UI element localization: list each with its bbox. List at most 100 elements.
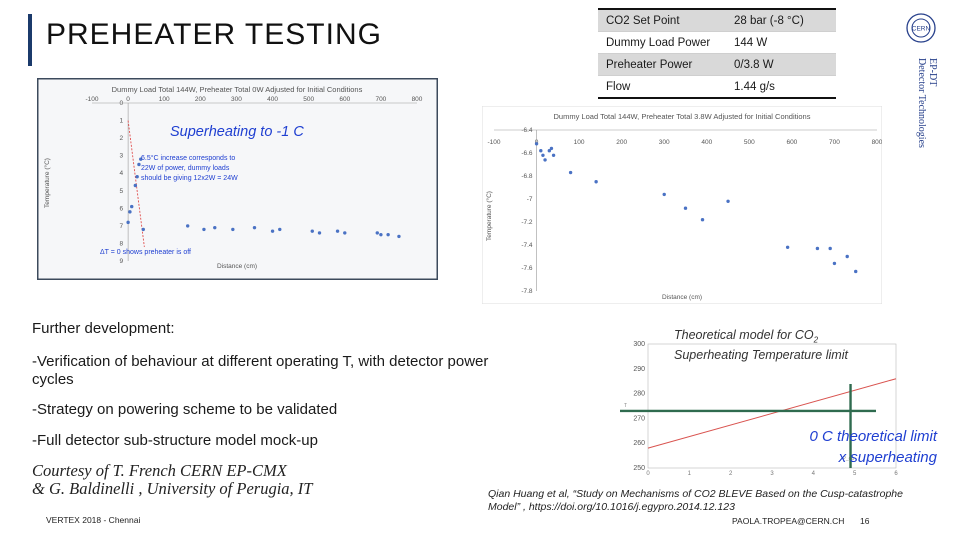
x-tick-label: 100 bbox=[574, 139, 585, 146]
data-point bbox=[594, 180, 598, 184]
y-tick-label: 290 bbox=[633, 366, 645, 373]
table-row: Flow 1.44 g/s bbox=[598, 75, 836, 99]
courtesy-line-1: Courtesy of T. French CERN EP-CMX bbox=[32, 461, 287, 480]
x-tick-label: -100 bbox=[487, 139, 500, 146]
x-tick-label: 2 bbox=[729, 471, 733, 477]
cern-logo-icon: CERN bbox=[906, 13, 936, 43]
data-point bbox=[549, 146, 554, 151]
y-tick-label: 300 bbox=[633, 341, 645, 348]
x-tick-label: 5 bbox=[853, 471, 857, 477]
y-tick-label: 7 bbox=[119, 223, 123, 230]
y-tick-label: 0 bbox=[119, 100, 123, 107]
param-key: Preheater Power bbox=[598, 53, 726, 76]
x-axis-label: P_dp bbox=[843, 456, 855, 462]
footer-email: PAOLA.TROPEA@CERN.CH bbox=[732, 516, 845, 526]
zero-limit-line-1: 0 C theoretical limit bbox=[809, 428, 937, 445]
data-point bbox=[785, 245, 790, 249]
y-tick-label: -7 bbox=[527, 196, 533, 203]
theoretical-title: Theoretical model for CO bbox=[674, 328, 814, 342]
table-row: CO2 Set Point 28 bar (-8 °C) bbox=[598, 8, 836, 32]
param-value: 1.44 g/s bbox=[726, 75, 836, 99]
param-value: 144 W bbox=[726, 31, 836, 54]
data-point bbox=[551, 153, 556, 157]
x-tick-label: 700 bbox=[829, 139, 840, 146]
data-point bbox=[141, 227, 145, 232]
data-point bbox=[278, 227, 282, 232]
data-point bbox=[135, 175, 139, 179]
theoretical-line-2: Superheating Temperature limit bbox=[674, 347, 848, 362]
data-point bbox=[815, 246, 820, 251]
page-number: 16 bbox=[860, 516, 870, 526]
x-tick-label: 1 bbox=[688, 471, 692, 477]
y-tick-label: -7.2 bbox=[521, 219, 533, 226]
y-axis-label: Temperature (°C) bbox=[43, 158, 51, 208]
data-point bbox=[726, 199, 730, 203]
y-axis-label: T bbox=[624, 403, 627, 409]
x-tick-label: 500 bbox=[744, 139, 755, 146]
y-tick-label: -6.8 bbox=[521, 173, 533, 180]
data-point bbox=[386, 232, 390, 237]
y-tick-label: 250 bbox=[633, 465, 645, 472]
data-point bbox=[130, 204, 134, 209]
data-point bbox=[662, 192, 666, 197]
x-tick-label: 800 bbox=[872, 139, 882, 146]
table-row: Preheater Power 0/3.8 W bbox=[598, 53, 836, 76]
zero-limit-line-2: x superheating bbox=[838, 449, 937, 466]
param-value: 28 bar (-8 °C) bbox=[726, 8, 836, 32]
chart-preheater-on: Dummy Load Total 144W, Preheater Total 3… bbox=[482, 106, 882, 304]
superheating-label: Superheating to -1 C bbox=[170, 124, 304, 140]
data-point bbox=[379, 232, 383, 237]
data-point bbox=[213, 225, 217, 230]
table-row: Dummy Load Power 144 W bbox=[598, 31, 836, 54]
x-tick-label: 300 bbox=[659, 139, 670, 146]
param-key: CO2 Set Point bbox=[598, 8, 726, 32]
reference-line-2: Model” , https://doi.org/10.1016/j.egypr… bbox=[488, 501, 735, 513]
fit-line bbox=[127, 120, 145, 248]
data-point bbox=[137, 162, 141, 167]
courtesy-line-2: & G. Baldinelli , University of Perugia,… bbox=[32, 479, 313, 498]
y-tick-label: 2 bbox=[119, 135, 123, 142]
further-development-heading: Further development: bbox=[32, 320, 175, 337]
data-point bbox=[139, 157, 143, 161]
data-point bbox=[828, 246, 832, 251]
data-point bbox=[128, 210, 132, 214]
reference-citation: Qian Huang et al, “Study on Mechanisms o… bbox=[488, 488, 903, 514]
plot-frame bbox=[647, 343, 897, 469]
bullet-item: -Strategy on powering scheme to be valid… bbox=[32, 401, 338, 418]
y-axis-label: Temperature (°C) bbox=[485, 191, 493, 241]
parameters-table: CO2 Set Point 28 bar (-8 °C) Dummy Load P… bbox=[598, 8, 836, 99]
data-point bbox=[534, 142, 539, 146]
x-tick-label: -100 bbox=[85, 96, 98, 103]
x-axis-label: Distance (cm) bbox=[217, 263, 257, 270]
annotation-line-1: 6.5°C increase corresponds to bbox=[141, 154, 235, 162]
y-tick-label: 1 bbox=[119, 118, 123, 125]
data-point bbox=[547, 149, 552, 153]
x-tick-label: 400 bbox=[701, 139, 712, 146]
data-point bbox=[375, 231, 379, 235]
x-tick-label: 300 bbox=[231, 96, 242, 103]
y-tick-label: 260 bbox=[633, 440, 645, 447]
x-tick-label: 200 bbox=[195, 96, 206, 103]
y-tick-label: 9 bbox=[119, 258, 123, 265]
chart-theoretical-model: 250 260 270 280 290 300 0 1 2 3 4 5 6 P_dp T bbox=[620, 341, 898, 477]
data-point bbox=[252, 225, 257, 230]
data-point bbox=[335, 229, 340, 233]
reference-line-1: Qian Huang et al, “Study on Mechanisms o… bbox=[488, 488, 903, 500]
x-tick-label: 500 bbox=[303, 96, 314, 103]
data-point bbox=[854, 269, 858, 274]
chart-note: ΔT = 0 shows preheater is off bbox=[100, 249, 191, 256]
y-tick-label: -7.8 bbox=[521, 288, 533, 295]
bullet-item: -Full detector sub-structure model mock-… bbox=[32, 432, 318, 449]
x-tick-label: 600 bbox=[786, 139, 797, 146]
x-tick-label: 0 bbox=[646, 471, 650, 477]
data-point bbox=[397, 234, 401, 239]
y-tick-label: 8 bbox=[119, 240, 123, 247]
x-tick-label: 400 bbox=[267, 96, 278, 103]
data-point bbox=[832, 261, 837, 266]
param-key: Dummy Load Power bbox=[598, 31, 726, 54]
bullet-item: -Verification of behaviour at different … bbox=[32, 353, 489, 388]
y-tick-label: 6 bbox=[119, 205, 123, 212]
data-point bbox=[231, 227, 235, 232]
y-tick-label: 4 bbox=[119, 170, 123, 177]
series-line bbox=[647, 378, 897, 449]
